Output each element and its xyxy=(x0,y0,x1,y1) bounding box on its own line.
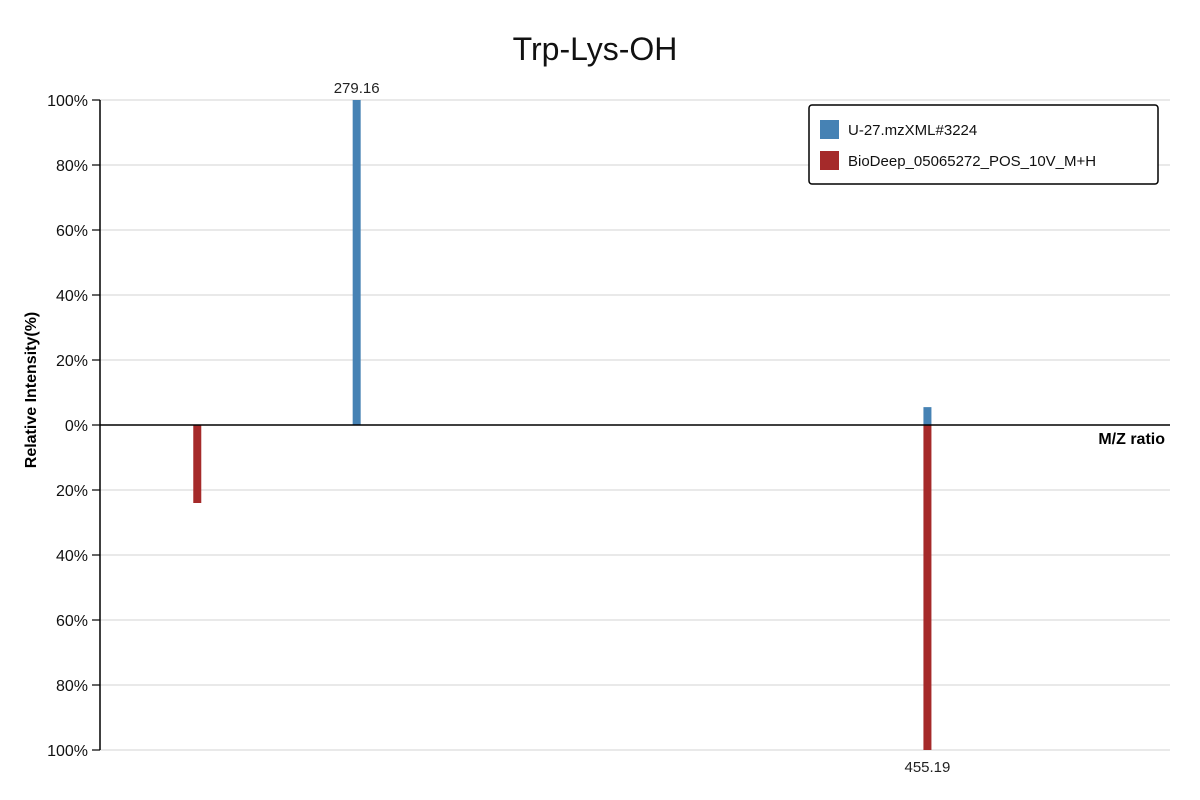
peak-labels: 279.16 455.19 xyxy=(334,80,951,776)
y-tick-label: 0% xyxy=(65,418,88,435)
legend: U-27.mzXML#3224 BioDeep_05065272_POS_10V… xyxy=(808,104,1159,185)
y-axis-ticks: 100% 80% 60% 40% 20% 0% 20% 40% 60% 80% 100% xyxy=(47,93,100,760)
legend-label-query: U-27.mzXML#3224 xyxy=(848,122,977,139)
y-tick-label: 100% xyxy=(47,743,88,760)
y-tick-label: 60% xyxy=(56,613,88,630)
peak-bar xyxy=(923,407,932,425)
y-tick-label: 40% xyxy=(56,548,88,565)
peak-bars xyxy=(193,100,932,750)
y-tick-label: 20% xyxy=(56,353,88,370)
y-tick-label: 80% xyxy=(56,678,88,695)
legend-swatch-reference xyxy=(820,151,839,170)
legend-label-reference: BioDeep_05065272_POS_10V_M+H xyxy=(848,153,1096,170)
peak-bar xyxy=(923,425,932,750)
y-tick-label: 100% xyxy=(47,93,88,110)
y-tick-label: 80% xyxy=(56,158,88,175)
peak-label: 279.16 xyxy=(334,80,380,97)
peak-bar xyxy=(352,100,361,425)
chart-title: Trp-Lys-OH xyxy=(513,31,678,67)
grid-lines xyxy=(100,99,1170,751)
legend-box xyxy=(808,104,1159,185)
y-axis-label: Relative Intensity(%) xyxy=(23,312,40,468)
peak-label: 455.19 xyxy=(904,759,950,776)
x-axis-label: M/Z ratio xyxy=(1098,431,1165,448)
y-tick-label: 60% xyxy=(56,223,88,240)
y-tick-label: 40% xyxy=(56,288,88,305)
y-tick-label: 20% xyxy=(56,483,88,500)
legend-swatch-query xyxy=(820,120,839,139)
peak-bar xyxy=(193,425,202,503)
